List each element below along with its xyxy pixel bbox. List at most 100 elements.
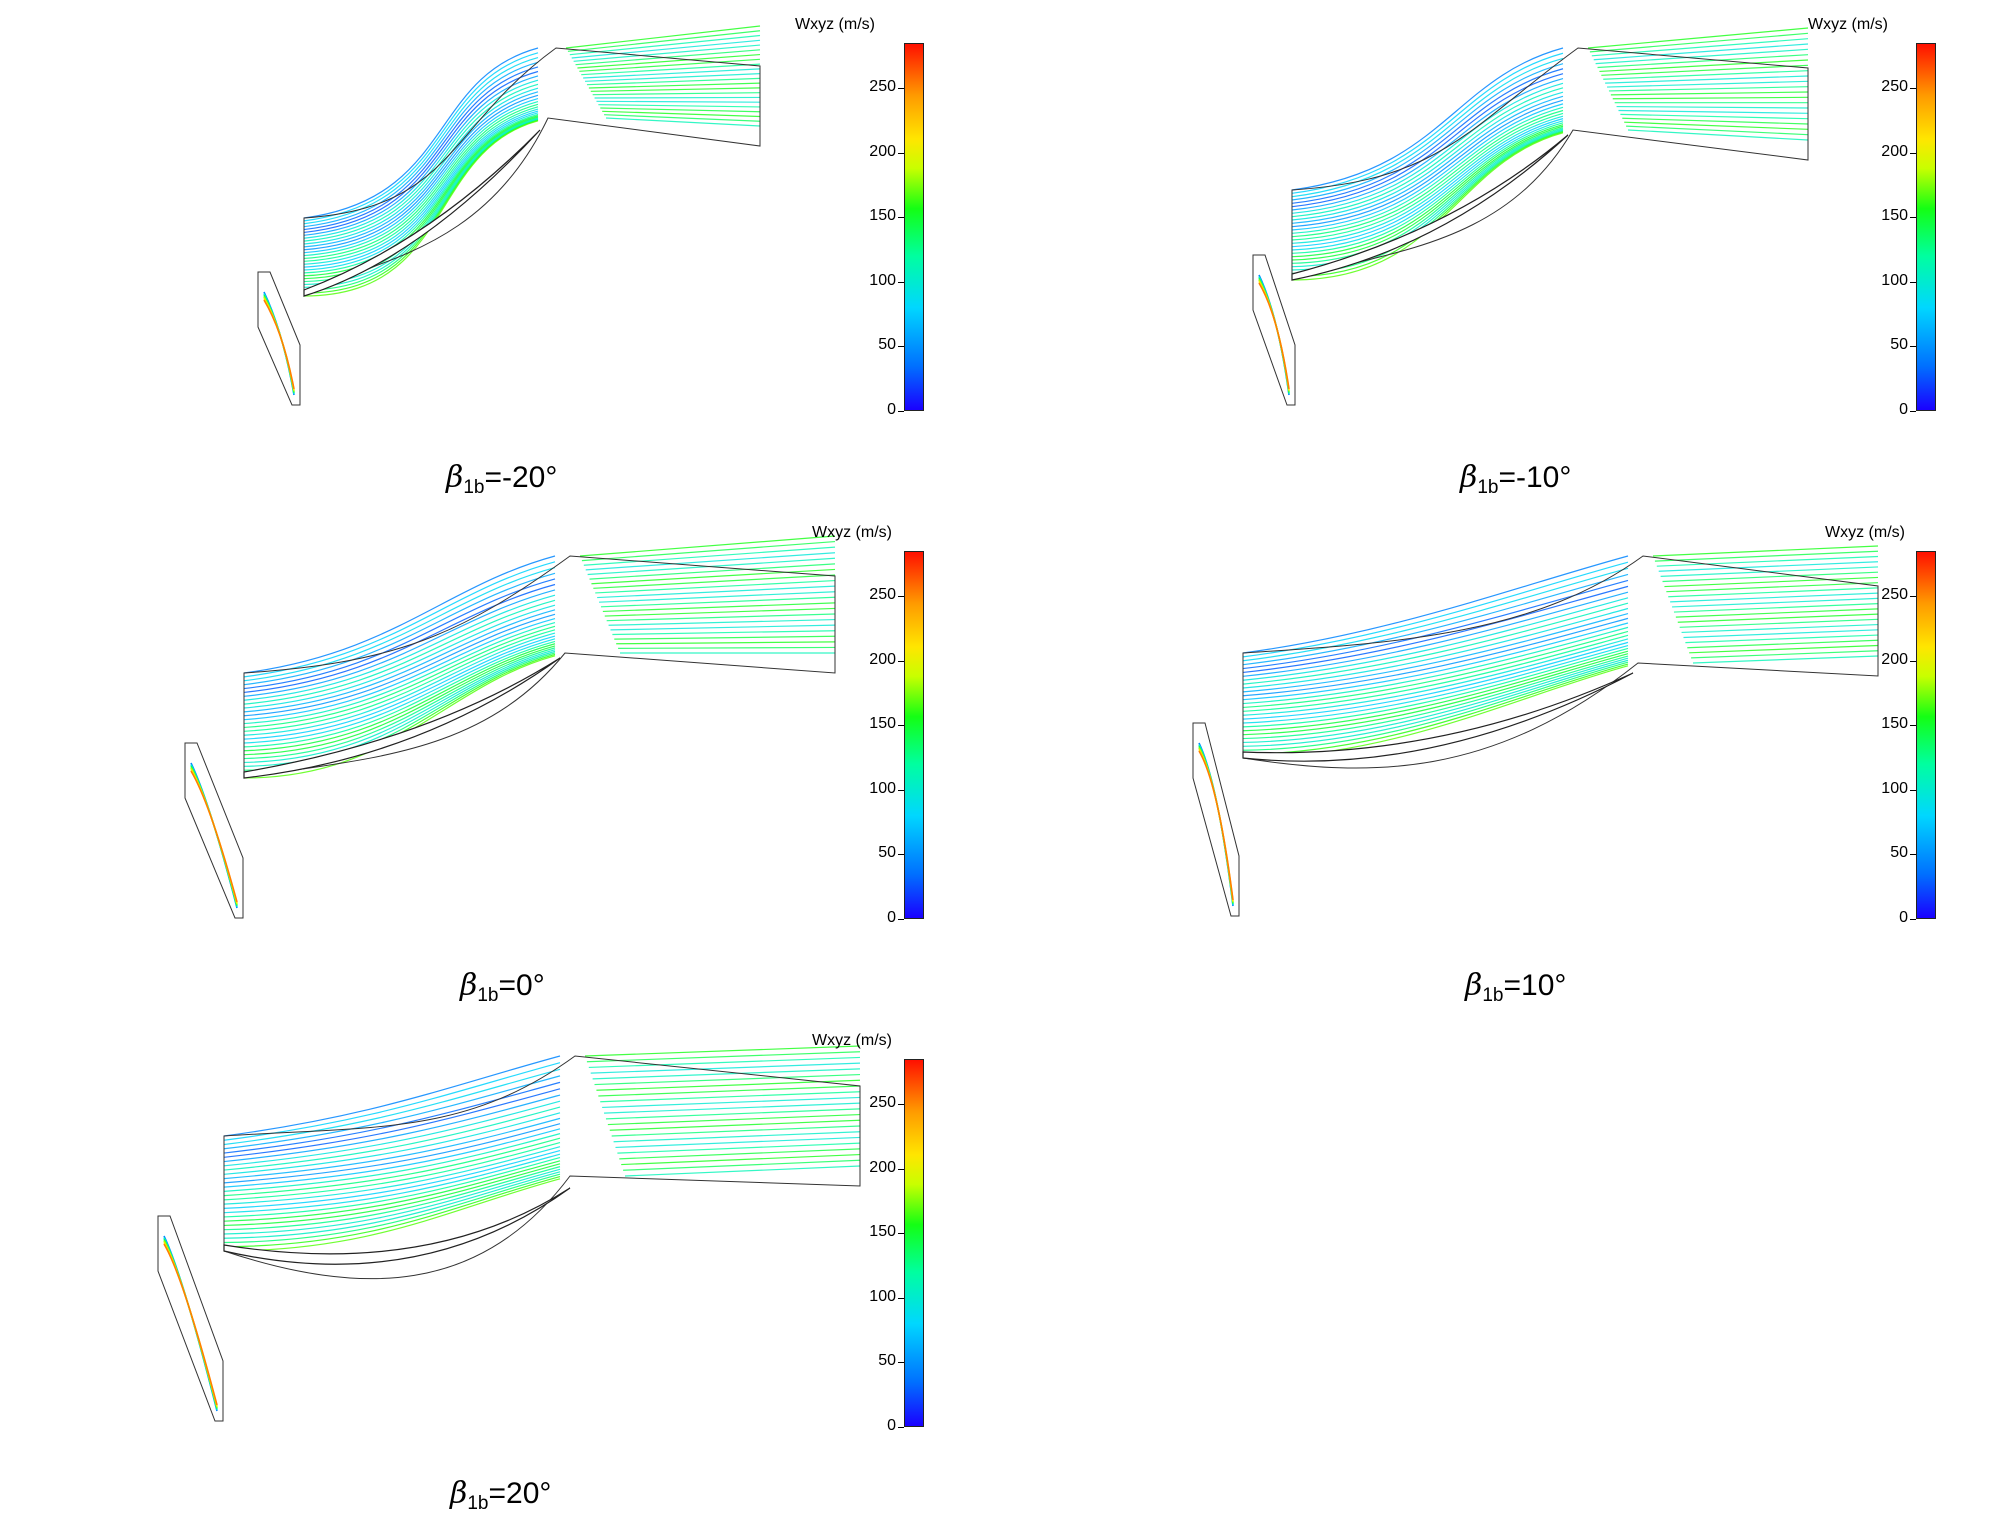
streamline [243, 589, 556, 697]
colorbar-tick-label: 0 [887, 1417, 896, 1434]
colorbar-tick-label: 50 [878, 1352, 896, 1370]
streamline [1605, 75, 1809, 84]
streamline [600, 1091, 861, 1103]
streamline [243, 649, 556, 764]
streamline [1291, 82, 1564, 214]
streamline [1689, 644, 1879, 654]
streamline [567, 30, 761, 52]
colorbar-tick-label: 250 [1881, 78, 1908, 96]
streamline [604, 114, 761, 122]
streamline [593, 574, 836, 589]
streamline [1242, 607, 1629, 689]
streamline [1242, 626, 1629, 705]
streamline [1242, 638, 1629, 716]
streamline [1291, 127, 1564, 264]
streamline [1597, 54, 1809, 69]
streamline [303, 97, 539, 254]
streamline [1692, 655, 1879, 664]
streamline [584, 1045, 861, 1057]
streamline [223, 1141, 561, 1201]
streamline [243, 640, 556, 748]
streamline [223, 1175, 561, 1248]
colorbar-tick-mark [1910, 88, 1916, 90]
colorbar-tick-label: 150 [869, 207, 896, 225]
streamline [598, 1085, 861, 1097]
streamline [604, 607, 836, 617]
colorbar-tick-mark [1910, 152, 1916, 154]
streamline [303, 115, 539, 277]
streamline [223, 1173, 561, 1244]
streamline [303, 100, 539, 257]
streamline [223, 1178, 561, 1252]
colorbar-tick-mark [1910, 281, 1916, 283]
streamline [599, 591, 836, 603]
streamline [618, 646, 836, 649]
panel-caption: β1b=-10° [1460, 460, 1572, 498]
blade-outline [243, 657, 561, 779]
streamline [1291, 106, 1564, 234]
velocity-colorbar [1916, 43, 1936, 411]
streamline [223, 1133, 561, 1192]
colorbar-tick-label: 200 [869, 142, 896, 160]
streamline [585, 552, 836, 571]
streamline [303, 108, 539, 265]
streamline [303, 57, 539, 225]
streamline [243, 652, 556, 771]
colorbar-tick-mark [1910, 411, 1916, 412]
panel-caption: β1b=-20° [446, 460, 558, 498]
streamline [585, 73, 761, 82]
streamline [223, 1068, 561, 1146]
streamline [303, 75, 539, 236]
streamline [303, 52, 539, 222]
colorbar-tick-label: 150 [869, 715, 896, 733]
velocity-colorbar [904, 43, 924, 411]
streamline [1685, 634, 1879, 644]
streamline [223, 1100, 561, 1167]
streamline-plot [184, 535, 836, 919]
streamline [1664, 576, 1879, 588]
colorbar-tick-mark [1910, 854, 1916, 856]
streamline [1656, 555, 1879, 567]
streamline [1291, 125, 1564, 261]
streamline [583, 546, 836, 566]
streamline [1242, 617, 1629, 697]
streamline [1291, 131, 1564, 278]
colorbar-tick-mark [898, 596, 904, 598]
streamline [1242, 641, 1629, 720]
passage-outline [223, 1055, 861, 1280]
panel-caption: β1b=10° [1465, 968, 1567, 1006]
legend-title: Wxyz (m/s) [1825, 524, 1905, 541]
streamline [1242, 659, 1629, 747]
streamline [617, 1142, 861, 1154]
streamline [223, 1137, 561, 1197]
colorbar-tick-mark [898, 1104, 904, 1106]
streamline [1670, 592, 1879, 603]
streamline [223, 1081, 561, 1154]
streamline [303, 87, 539, 245]
streamlines [303, 25, 761, 297]
streamline [243, 645, 556, 756]
streamline [1242, 655, 1629, 740]
legend-title: Wxyz (m/s) [1808, 16, 1888, 33]
colorbar-tick-mark [898, 1297, 904, 1299]
colorbar-tick-label: 0 [1899, 909, 1908, 926]
streamline [223, 1075, 561, 1150]
colorbar-tick-label: 50 [878, 336, 896, 354]
blade-outline [1291, 134, 1569, 281]
streamline [243, 647, 556, 760]
streamline [1591, 38, 1809, 57]
colorbar-tick-label: 100 [869, 779, 896, 797]
streamline-plot [1192, 545, 1879, 917]
colorbar-tick-mark [898, 88, 904, 90]
streamline [575, 49, 761, 66]
guide-vane [257, 271, 301, 406]
streamline [1242, 650, 1629, 732]
streamline [223, 1153, 561, 1214]
streamline [597, 585, 836, 599]
streamline [223, 1157, 561, 1218]
streamline [223, 1117, 561, 1180]
streamline [1601, 64, 1809, 76]
legend-title: Wxyz (m/s) [812, 524, 892, 541]
colorbar-tick-mark [898, 919, 904, 920]
streamline [1291, 118, 1564, 248]
